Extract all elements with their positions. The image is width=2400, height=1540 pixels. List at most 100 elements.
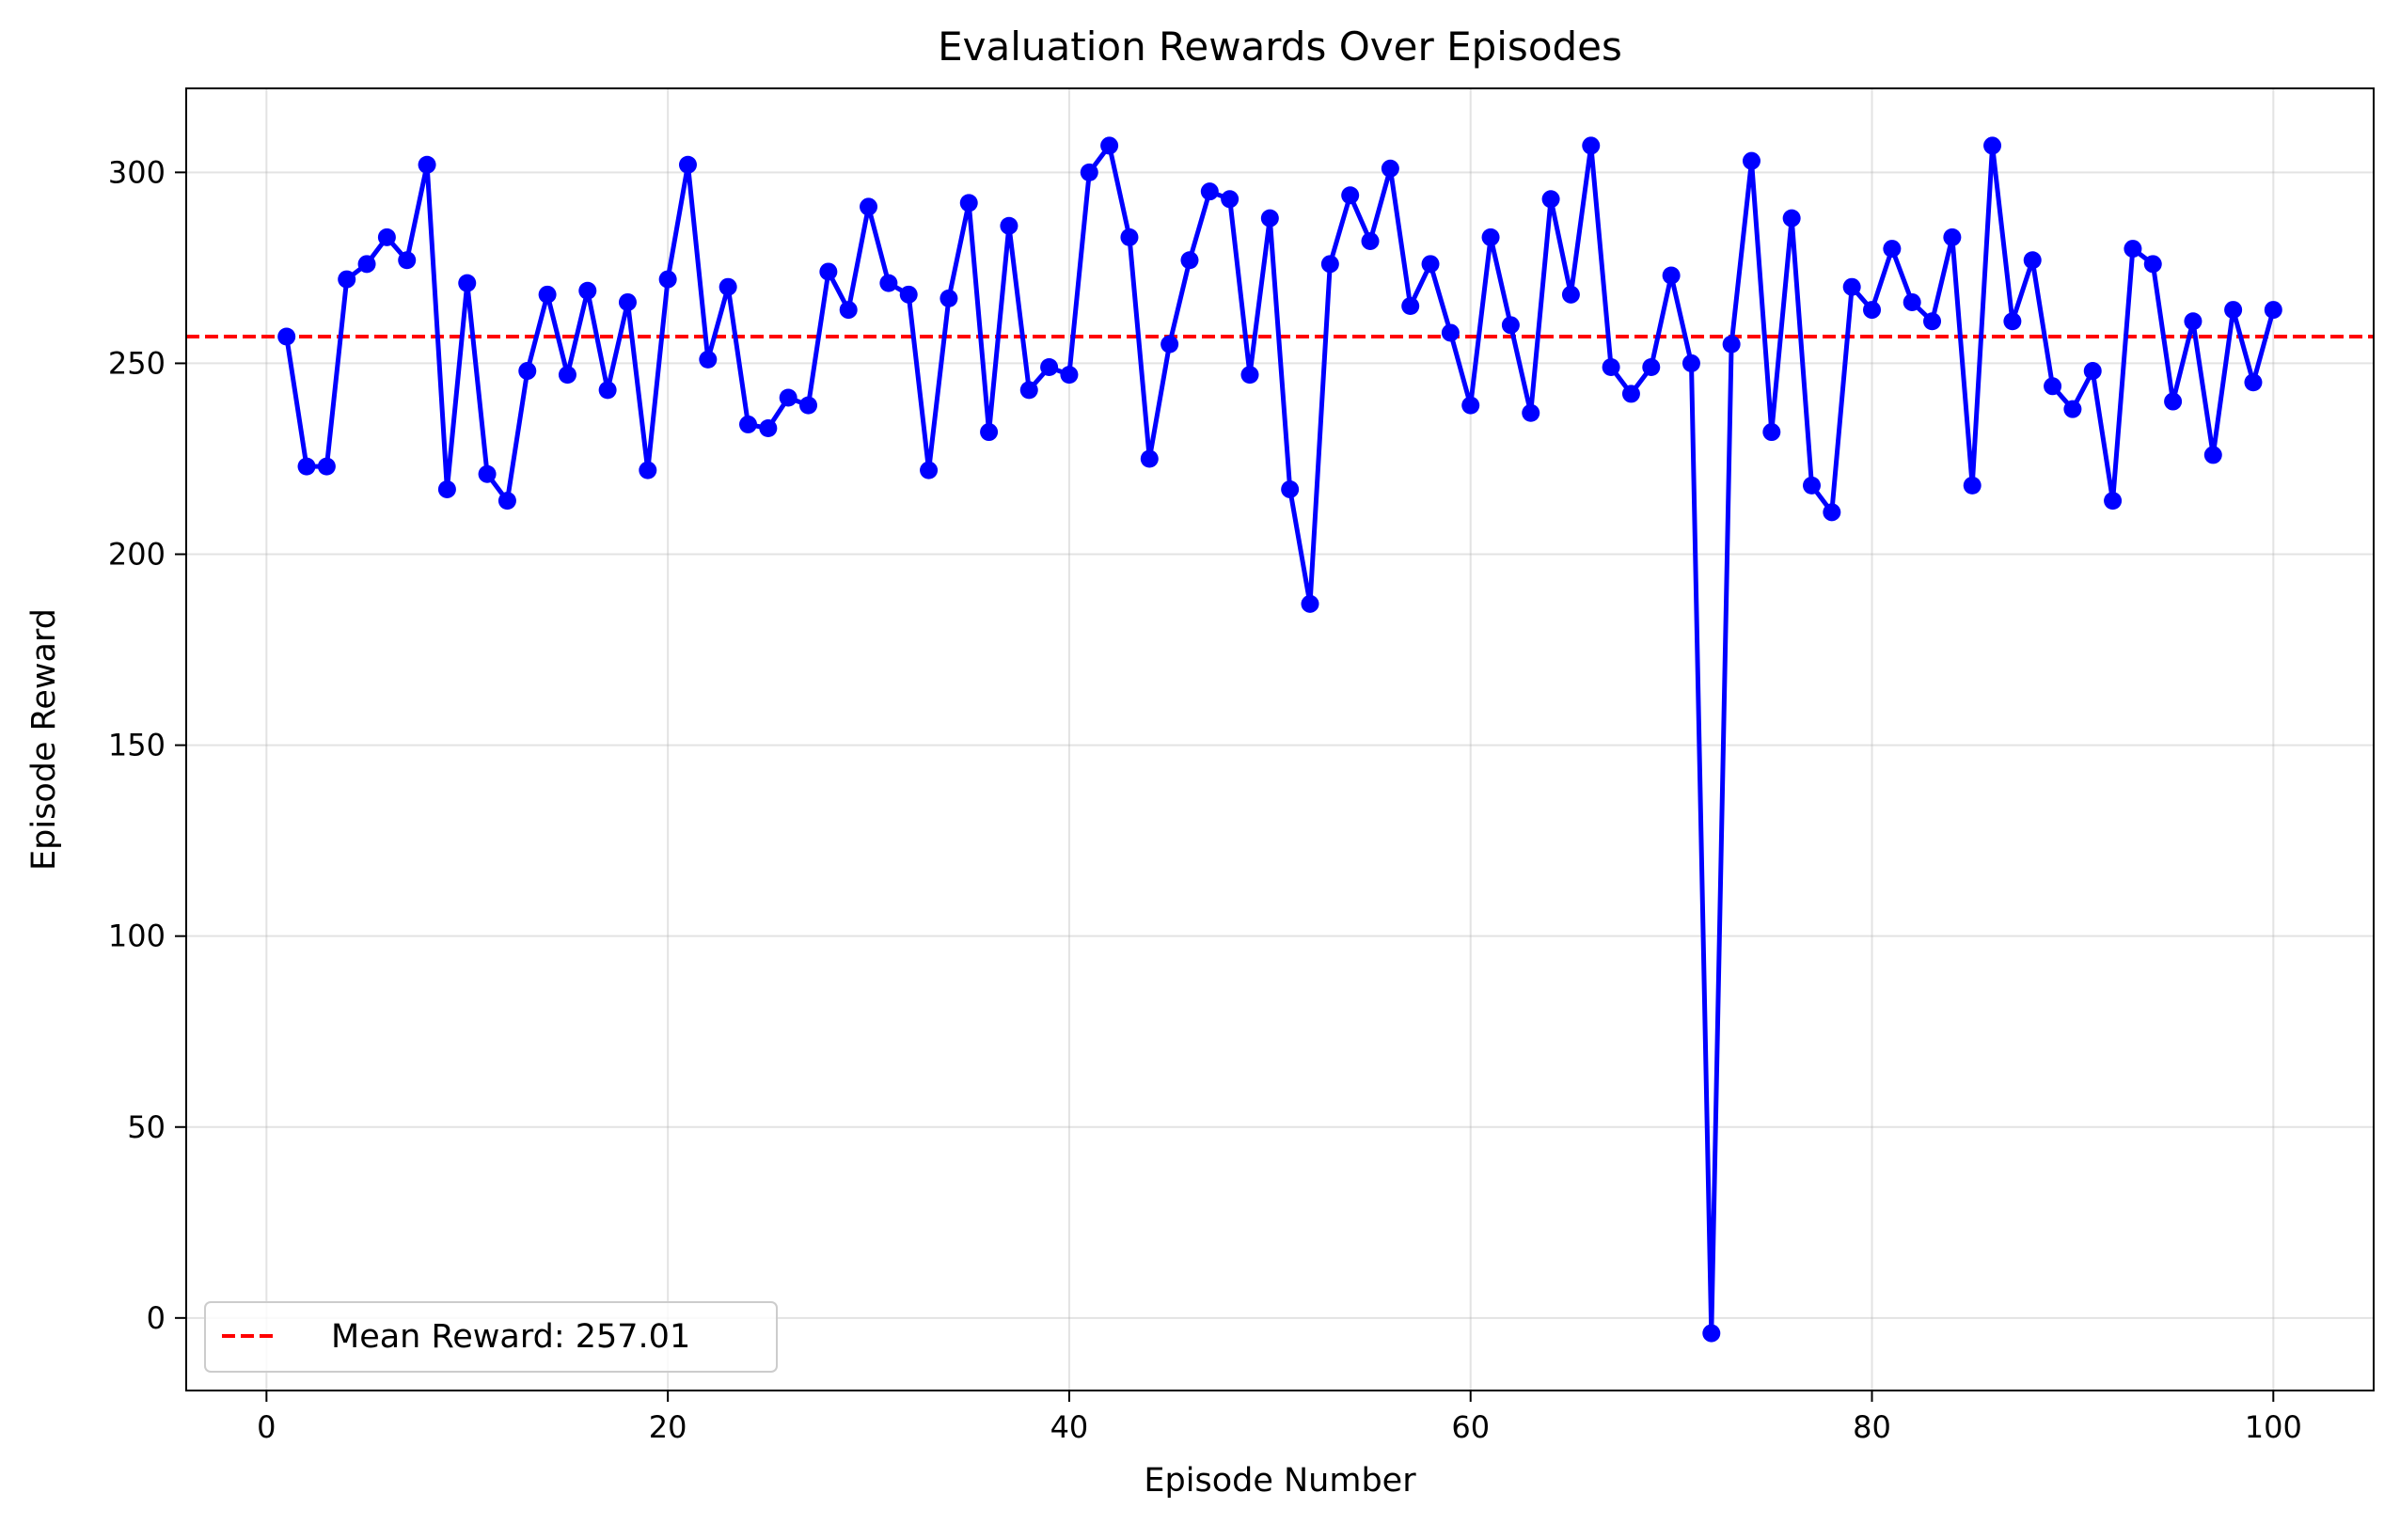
chart-title: Evaluation Rewards Over Episodes [938,24,1622,70]
data-point [1621,385,1640,403]
data-point [398,251,417,270]
data-point [1361,231,1380,250]
data-point [297,457,316,476]
series-line [284,143,2276,1336]
data-point [478,464,497,483]
y-tick-label: 250 [108,345,166,381]
data-point [939,289,958,307]
data-point [1903,292,1921,311]
x-tick-label: 20 [649,1409,687,1445]
data-point [1441,323,1460,342]
data-point [779,388,797,407]
data-point [1341,186,1360,205]
x-tick-label: 60 [1451,1409,1490,1445]
data-point [1161,335,1179,354]
data-point [959,194,978,212]
data-point [317,457,336,476]
data-point [1240,366,1259,385]
data-point [458,274,477,292]
data-point [2023,251,2042,270]
data-point [819,262,838,281]
data-point [1742,151,1761,170]
data-point [1642,357,1661,376]
y-axis-title: Episode Reward [25,608,63,871]
y-tick-label: 100 [108,919,166,954]
legend-label-mean: Mean Reward: 257.01 [331,1318,690,1356]
data-point [1682,354,1700,372]
data-point [2164,392,2183,411]
data-point [2063,400,2082,418]
data-point [2143,255,2162,274]
legend: Mean Reward: 257.01 [204,1301,778,1373]
data-point [2104,492,2123,511]
data-point [2203,446,2222,464]
data-point [1080,163,1098,181]
data-point [1963,476,1982,495]
data-point [2264,301,2282,320]
data-point [1662,266,1681,285]
data-point [1522,403,1540,422]
data-point [1582,136,1601,155]
data-point [538,285,557,304]
data-point [1401,297,1420,316]
data-point [1702,1324,1721,1343]
data-point [1883,240,1902,259]
data-point [1281,479,1300,498]
data-point [418,155,436,174]
data-point [2184,312,2203,331]
x-axis-title: Episode Number [1144,1462,1416,1500]
data-point [920,461,939,479]
y-tick-label: 200 [108,537,166,573]
data-point [2083,362,2102,381]
data-point [1923,312,1942,331]
data-point [1842,277,1861,296]
data-point [1140,449,1159,468]
y-axis: 0 50 100 150 200 250 300 [108,154,186,1336]
data-point [639,461,657,479]
legend-box [204,1301,778,1373]
data-point [1200,182,1219,201]
data-point [1602,357,1620,376]
data-point [1019,381,1038,400]
data-point [558,366,576,385]
data-point [658,270,677,289]
y-tick-label: 50 [127,1109,166,1145]
data-point [1100,136,1119,155]
data-point [860,197,878,216]
data-point [1260,209,1279,228]
data-point [1180,251,1199,270]
data-point [1863,301,1882,320]
data-point [1983,136,2002,155]
data-point [357,255,376,274]
plot-frame [185,87,2375,1391]
data-point [518,362,537,381]
x-tick-label: 0 [257,1409,276,1445]
data-point [1782,209,1801,228]
data-point [2003,312,2022,331]
data-point [618,292,637,311]
data-point [1221,190,1239,209]
data-point [1000,216,1018,235]
data-point [1501,316,1520,335]
series-layer [277,136,2282,1343]
data-point [839,301,858,320]
data-point [718,277,737,296]
data-point [1120,228,1139,246]
data-point [1481,228,1500,246]
y-tick-label: 150 [108,728,166,763]
data-point [678,155,697,174]
data-point [437,479,456,498]
y-tick-label: 300 [108,154,166,190]
data-point [1823,503,1841,522]
data-point [1541,190,1560,209]
data-point [2124,240,2142,259]
data-point [1762,423,1781,442]
data-point [1461,396,1480,415]
x-tick-label: 100 [2245,1409,2302,1445]
data-point [699,350,718,369]
x-tick-label: 40 [1050,1409,1089,1445]
data-point [1943,228,1962,246]
data-point [338,270,356,289]
data-point [1561,285,1580,304]
